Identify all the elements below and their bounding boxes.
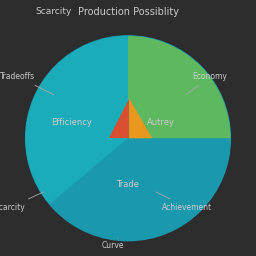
Text: Economy: Economy — [187, 72, 227, 94]
Text: Efficiency: Efficiency — [51, 118, 92, 127]
Wedge shape — [26, 36, 128, 204]
Polygon shape — [109, 99, 129, 138]
Text: Tradeoffs: Tradeoffs — [0, 72, 54, 95]
Text: Autrey: Autrey — [147, 118, 175, 127]
Text: Scarcity: Scarcity — [36, 7, 72, 16]
Text: Trade: Trade — [116, 180, 140, 189]
Text: Curve: Curve — [101, 238, 124, 250]
Text: Production Possiblity: Production Possiblity — [78, 6, 178, 17]
Text: Scarcity: Scarcity — [0, 192, 44, 212]
Polygon shape — [129, 99, 152, 138]
Text: Achievement: Achievement — [156, 192, 212, 212]
Wedge shape — [128, 36, 230, 138]
Circle shape — [26, 36, 230, 241]
